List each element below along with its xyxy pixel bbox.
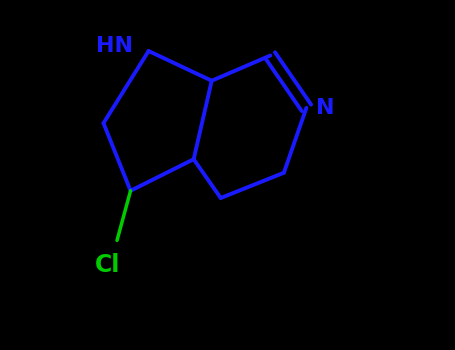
Text: Cl: Cl xyxy=(95,253,120,277)
Text: HN: HN xyxy=(96,36,133,56)
Text: N: N xyxy=(316,98,334,118)
